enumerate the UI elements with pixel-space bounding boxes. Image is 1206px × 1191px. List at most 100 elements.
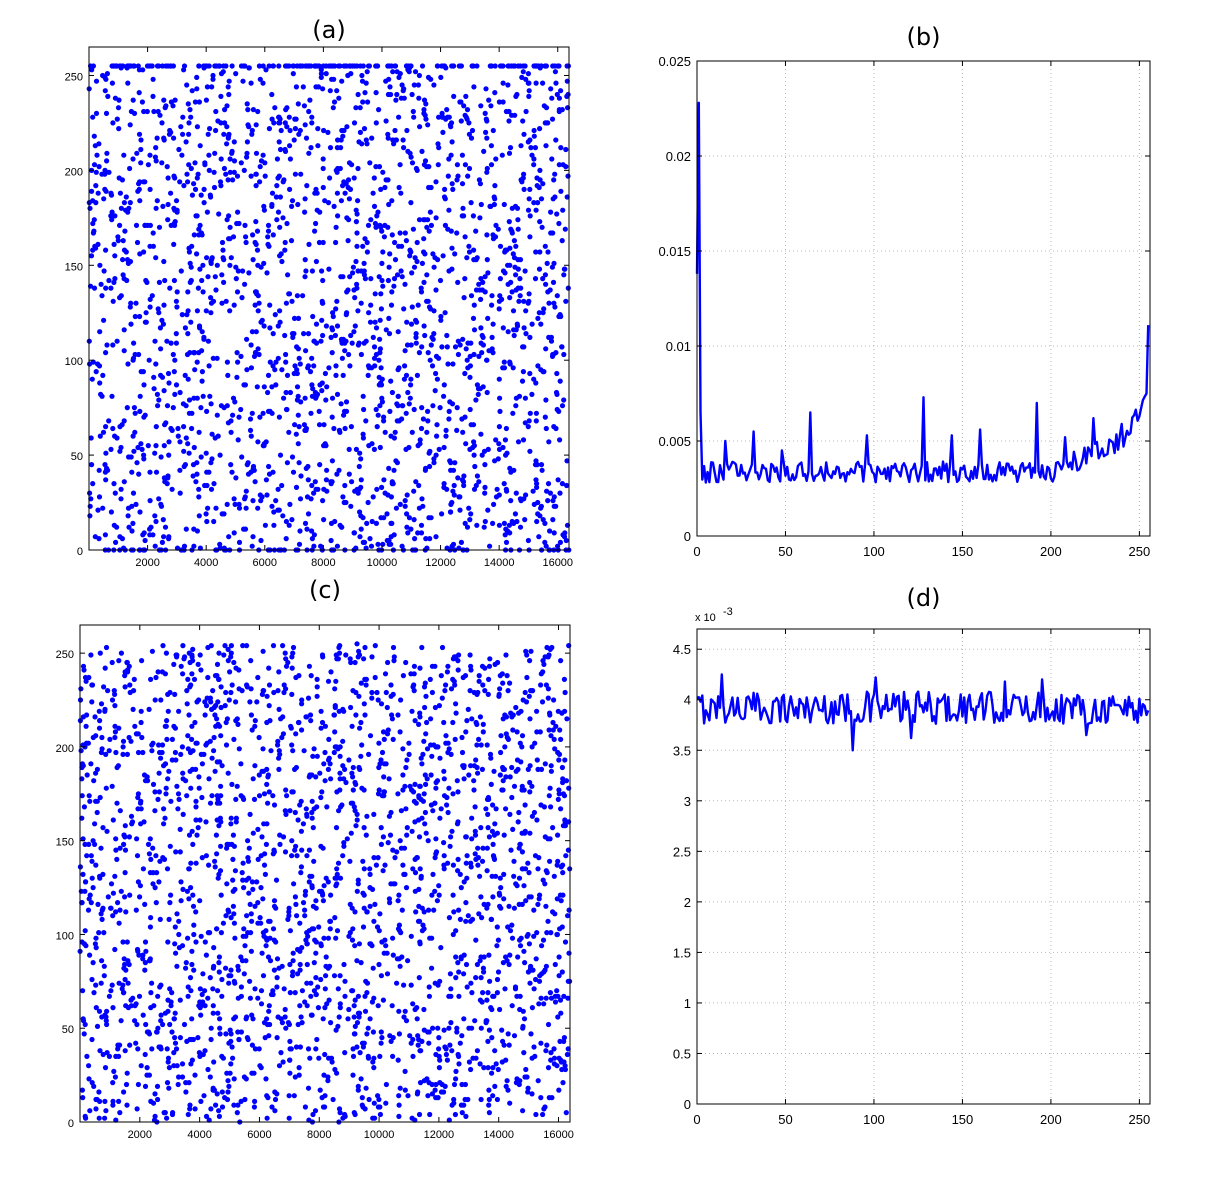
scatter-point — [228, 650, 234, 656]
scatter-point — [361, 126, 368, 132]
scatter-point — [514, 518, 520, 525]
scatter-point — [472, 1018, 478, 1024]
scatter-point — [557, 1038, 563, 1044]
scatter-point — [449, 139, 455, 145]
scatter-point — [189, 243, 195, 249]
scatter-point — [126, 524, 132, 530]
scatter-point — [429, 689, 435, 696]
scatter-point — [266, 1033, 272, 1039]
scatter-point — [462, 414, 468, 420]
scatter-point — [156, 789, 162, 795]
scatter-point — [388, 534, 394, 540]
scatter-point — [464, 524, 471, 530]
scatter-point — [331, 712, 337, 718]
scatter-point — [558, 145, 564, 151]
scatter-point — [249, 127, 255, 134]
scatter-point — [419, 63, 426, 69]
scatter-point — [173, 382, 180, 388]
scatter-point — [497, 243, 504, 249]
scatter-point — [459, 477, 465, 483]
scatter-point — [427, 676, 433, 683]
scatter-point — [358, 680, 364, 686]
scatter-point — [330, 310, 336, 316]
scatter-point — [231, 659, 237, 666]
scatter-point — [531, 933, 537, 939]
panel-d: (d)0 50 100 150 200 25000.511.522.533.544.5x … — [673, 584, 1151, 1127]
scatter-point — [165, 776, 171, 782]
scatter-point — [547, 528, 553, 534]
scatter-point — [175, 1081, 181, 1088]
scatter-point — [305, 511, 312, 517]
scatter-point — [352, 323, 358, 329]
scatter-point — [311, 960, 317, 966]
scatter-point — [365, 1025, 371, 1031]
scatter-point — [194, 86, 200, 92]
scatter-point — [511, 238, 517, 244]
scatter-point — [441, 866, 447, 872]
scatter-point — [551, 530, 557, 536]
scatter-point — [478, 340, 484, 346]
scatter-point — [289, 454, 296, 460]
scatter-point — [188, 682, 194, 688]
scatter-point — [336, 95, 342, 101]
scatter-point — [360, 99, 366, 105]
scatter-point — [159, 742, 166, 748]
scatter-point — [250, 776, 256, 782]
scatter-point — [555, 858, 561, 864]
scatter-point — [526, 196, 532, 202]
scatter-point — [108, 509, 114, 515]
scatter-point — [188, 264, 194, 270]
scatter-point — [250, 232, 256, 238]
scatter-point — [213, 703, 219, 709]
scatter-point — [367, 903, 373, 909]
scatter-point — [152, 450, 158, 456]
scatter-point — [413, 334, 419, 340]
scatter-point — [454, 1025, 460, 1031]
scatter-point — [333, 935, 339, 941]
scatter-point — [510, 727, 516, 733]
scatter-point — [252, 479, 258, 485]
scatter-point — [419, 761, 425, 767]
scatter-point — [98, 911, 104, 917]
scatter-point — [431, 264, 437, 270]
scatter-point — [273, 382, 279, 388]
scatter-point — [104, 150, 110, 156]
scatter-point — [185, 993, 191, 999]
scatter-point — [287, 1070, 293, 1076]
scatter-point — [474, 961, 480, 968]
scatter-point — [408, 982, 414, 988]
scatter-point — [112, 703, 118, 709]
scatter-point — [252, 302, 258, 308]
scatter-point — [322, 723, 328, 729]
scatter-point — [297, 961, 303, 968]
scatter-point — [366, 1096, 372, 1103]
scatter-point — [506, 961, 512, 968]
scatter-point — [310, 313, 316, 320]
scatter-point — [145, 222, 151, 228]
scatter-point — [102, 1065, 109, 1071]
scatter-point — [87, 892, 93, 898]
scatter-point — [336, 1106, 343, 1112]
scatter-point — [325, 678, 332, 684]
scatter-point — [308, 993, 314, 999]
scatter-point — [189, 961, 195, 968]
scatter-point — [360, 393, 366, 399]
scatter-point — [464, 357, 470, 363]
scatter-point — [267, 359, 273, 365]
scatter-point — [456, 907, 462, 913]
scatter-point — [124, 939, 130, 945]
scatter-point — [345, 72, 351, 79]
scatter-point — [399, 907, 405, 913]
scatter-point — [319, 388, 325, 394]
scatter-point — [110, 1098, 116, 1104]
scatter-point — [247, 416, 254, 422]
scatter-point — [439, 344, 445, 350]
scatter-point — [384, 704, 390, 711]
scatter-point — [360, 63, 366, 69]
scatter-point — [226, 697, 232, 703]
scatter-point — [178, 663, 184, 669]
scatter-point — [189, 410, 195, 416]
scatter-point — [164, 403, 171, 409]
scatter-point — [128, 997, 134, 1003]
scatter-point — [540, 1111, 546, 1118]
